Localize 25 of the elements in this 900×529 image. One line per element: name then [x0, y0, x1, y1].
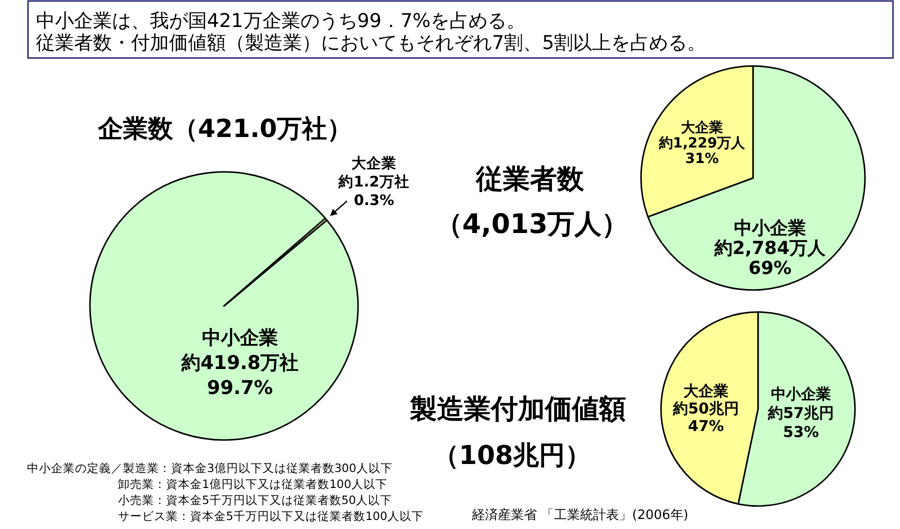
text: サービス業：資本金5千万円以下又は従業者数100人以下 — [118, 509, 424, 523]
slice-label: 大企業 — [684, 382, 728, 400]
text: 製造業付加価値額 — [409, 394, 626, 425]
text: 中小企業の定義／製造業：資本金3億円以下又は従業者数300人以下 — [27, 461, 392, 475]
slice-label: 大企業 — [352, 155, 396, 172]
data-label: 約1.2万社 0.3% — [338, 174, 410, 209]
slice-label: 中小企業 — [202, 327, 278, 349]
text: 小売業：資本金5千万円以下又は従業者数50人以下 — [118, 493, 392, 507]
data-label: 約419.8万社 99.7% — [180, 352, 299, 399]
slice-label: 中小企業 — [771, 385, 831, 403]
pie-slice — [223, 218, 328, 307]
text: 中小企業は、我が国421万企業のうち99．7%を占める。 — [36, 10, 526, 32]
slice-label: 大企業 — [681, 120, 723, 136]
data-label: 約2,784万人 69% — [714, 238, 826, 279]
text: 従業者数 — [475, 164, 585, 195]
text: （4,013万人） — [435, 209, 629, 240]
text: 従業者数・付加価値額（製造業）においてもそれぞれ7割、5割以上を占める。 — [36, 32, 706, 54]
chart-title: 企業数（421.0万社） — [96, 114, 352, 143]
data-label: 約57兆円 53% — [767, 404, 834, 441]
slice-label: 中小企業 — [734, 218, 806, 239]
text: （108兆円） — [432, 441, 592, 471]
data-label: 約1,229万人 31% — [658, 136, 746, 167]
text: 卸売業：資本金1億円以下又は従業者数100人以下 — [118, 477, 388, 491]
data-label: 約50兆円 47% — [672, 400, 739, 435]
text: 経済産業省 「工業統計表」(2006年) — [471, 507, 688, 523]
